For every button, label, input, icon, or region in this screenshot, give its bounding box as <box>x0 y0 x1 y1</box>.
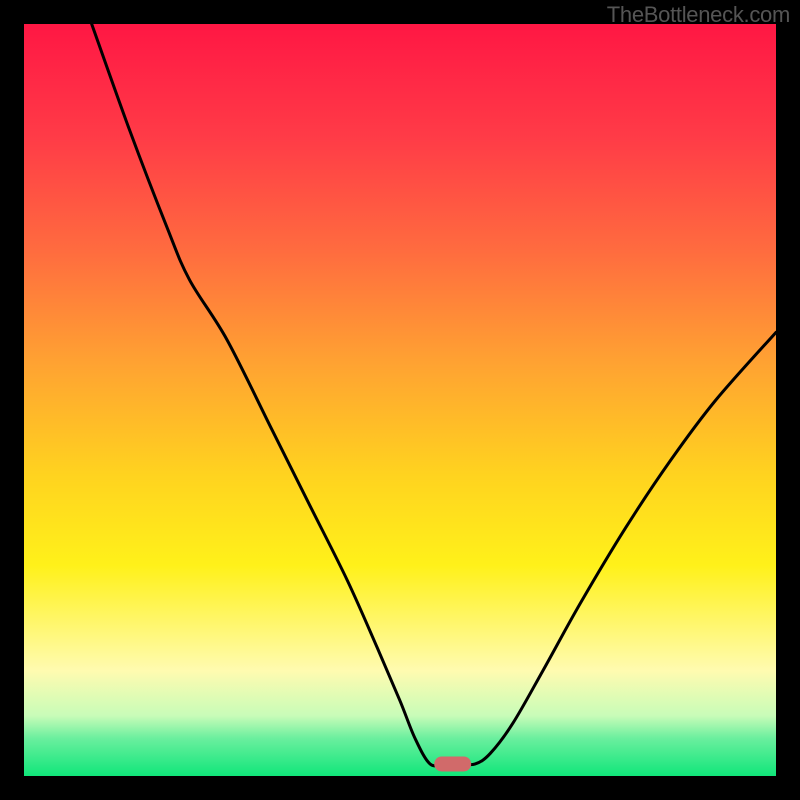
optimal-point-marker <box>434 756 472 771</box>
plot-area <box>24 24 776 776</box>
chart-frame: TheBottleneck.com <box>0 0 800 800</box>
plot-svg <box>24 24 776 776</box>
optimal-point-shape <box>434 756 472 771</box>
gradient-background <box>24 24 776 776</box>
